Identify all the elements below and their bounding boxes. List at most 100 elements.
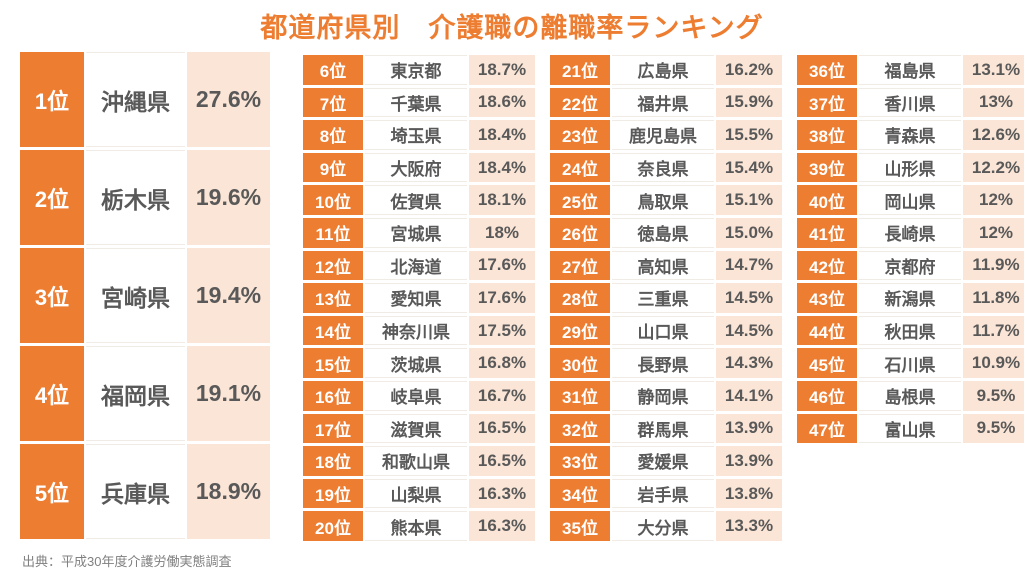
prefecture-cell: 北海道 [365, 250, 467, 281]
ranking-row: 39位 山形県 12.2% [797, 152, 1024, 183]
ranking-row: 22位 福井県 15.9% [550, 87, 782, 118]
rate-cell: 11.9% [963, 250, 1024, 281]
rate-cell: 11.8% [963, 283, 1024, 313]
rate-cell: 9.5% [963, 413, 1024, 444]
ranking-row: 27位 高知県 14.7% [550, 250, 782, 281]
ranking-column-36-47: 36位 福島県 13.1% 37位 香川県 13% 38位 青森県 12.6% … [797, 55, 1024, 446]
prefecture-cell: 大阪府 [365, 152, 467, 183]
rank-cell: 2位 [20, 150, 84, 245]
prefecture-cell: 福井県 [612, 87, 714, 118]
ranking-row: 43位 新潟県 11.8% [797, 283, 1024, 313]
ranking-row: 5位 兵庫県 18.9% [20, 444, 270, 539]
ranking-row: 20位 熊本県 16.3% [303, 511, 535, 541]
rate-cell: 18.6% [469, 87, 535, 118]
prefecture-cell: 岐阜県 [365, 380, 467, 411]
prefecture-cell: 長崎県 [859, 217, 961, 248]
rate-cell: 13.3% [716, 511, 782, 541]
rate-cell: 16.5% [469, 446, 535, 476]
rate-cell: 19.4% [187, 248, 270, 343]
rate-cell: 13.8% [716, 478, 782, 509]
prefecture-cell: 鹿児島県 [612, 120, 714, 150]
prefecture-cell: 山口県 [612, 315, 714, 346]
prefecture-cell: 埼玉県 [365, 120, 467, 150]
rank-cell: 17位 [303, 413, 363, 444]
rate-cell: 17.5% [469, 315, 535, 346]
rank-cell: 38位 [797, 120, 857, 150]
ranking-row: 38位 青森県 12.6% [797, 120, 1024, 150]
prefecture-cell: 和歌山県 [365, 446, 467, 476]
rank-cell: 36位 [797, 55, 857, 85]
prefecture-cell: 徳島県 [612, 217, 714, 248]
rate-cell: 15.5% [716, 120, 782, 150]
top5-ranking-block: 1位 沖縄県 27.6% 2位 栃木県 19.6% 3位 宮崎県 19.4% 4… [20, 52, 270, 542]
ranking-row: 36位 福島県 13.1% [797, 55, 1024, 85]
rank-cell: 10位 [303, 185, 363, 215]
prefecture-cell: 兵庫県 [86, 444, 185, 539]
page-title: 都道府県別 介護職の離職率ランキング [260, 13, 764, 43]
prefecture-cell: 福岡県 [86, 346, 185, 441]
prefecture-cell: 愛知県 [365, 283, 467, 313]
ranking-row: 8位 埼玉県 18.4% [303, 120, 535, 150]
rank-cell: 37位 [797, 87, 857, 118]
rank-cell: 13位 [303, 283, 363, 313]
rate-cell: 13.1% [963, 55, 1024, 85]
prefecture-cell: 高知県 [612, 250, 714, 281]
prefecture-cell: 千葉県 [365, 87, 467, 118]
rate-cell: 16.3% [469, 478, 535, 509]
rank-cell: 11位 [303, 217, 363, 248]
rate-cell: 18.7% [469, 55, 535, 85]
ranking-row: 7位 千葉県 18.6% [303, 87, 535, 118]
rate-cell: 19.6% [187, 150, 270, 245]
prefecture-cell: 香川県 [859, 87, 961, 118]
prefecture-cell: 石川県 [859, 348, 961, 378]
rate-cell: 13% [963, 87, 1024, 118]
prefecture-cell: 静岡県 [612, 380, 714, 411]
prefecture-cell: 奈良県 [612, 152, 714, 183]
prefecture-cell: 岩手県 [612, 478, 714, 509]
ranking-row: 24位 奈良県 15.4% [550, 152, 782, 183]
rank-cell: 14位 [303, 315, 363, 346]
rate-cell: 15.1% [716, 185, 782, 215]
prefecture-cell: 福島県 [859, 55, 961, 85]
ranking-row: 12位 北海道 17.6% [303, 250, 535, 281]
ranking-row: 25位 鳥取県 15.1% [550, 185, 782, 215]
ranking-row: 10位 佐賀県 18.1% [303, 185, 535, 215]
ranking-row: 21位 広島県 16.2% [550, 55, 782, 85]
rank-cell: 42位 [797, 250, 857, 281]
rate-cell: 17.6% [469, 250, 535, 281]
rate-cell: 18.9% [187, 444, 270, 539]
ranking-row: 32位 群馬県 13.9% [550, 413, 782, 444]
ranking-row: 46位 島根県 9.5% [797, 380, 1024, 411]
prefecture-cell: 広島県 [612, 55, 714, 85]
rate-cell: 14.5% [716, 315, 782, 346]
rank-cell: 39位 [797, 152, 857, 183]
rank-cell: 43位 [797, 283, 857, 313]
ranking-row: 14位 神奈川県 17.5% [303, 315, 535, 346]
ranking-row: 16位 岐阜県 16.7% [303, 380, 535, 411]
rate-cell: 15.4% [716, 152, 782, 183]
rank-cell: 19位 [303, 478, 363, 509]
rank-cell: 21位 [550, 55, 610, 85]
rate-cell: 16.3% [469, 511, 535, 541]
rank-cell: 28位 [550, 283, 610, 313]
prefecture-cell: 群馬県 [612, 413, 714, 444]
prefecture-cell: 新潟県 [859, 283, 961, 313]
rate-cell: 16.8% [469, 348, 535, 378]
rate-cell: 9.5% [963, 380, 1024, 411]
prefecture-cell: 京都府 [859, 250, 961, 281]
prefecture-cell: 宮崎県 [86, 248, 185, 343]
prefecture-cell: 三重県 [612, 283, 714, 313]
prefecture-cell: 熊本県 [365, 511, 467, 541]
rank-cell: 47位 [797, 413, 857, 444]
rate-cell: 18.4% [469, 120, 535, 150]
rank-cell: 20位 [303, 511, 363, 541]
rank-cell: 8位 [303, 120, 363, 150]
rate-cell: 12.6% [963, 120, 1024, 150]
rate-cell: 18% [469, 217, 535, 248]
rank-cell: 7位 [303, 87, 363, 118]
ranking-row: 42位 京都府 11.9% [797, 250, 1024, 281]
rank-cell: 33位 [550, 446, 610, 476]
rank-cell: 26位 [550, 217, 610, 248]
rate-cell: 15.0% [716, 217, 782, 248]
rank-cell: 45位 [797, 348, 857, 378]
